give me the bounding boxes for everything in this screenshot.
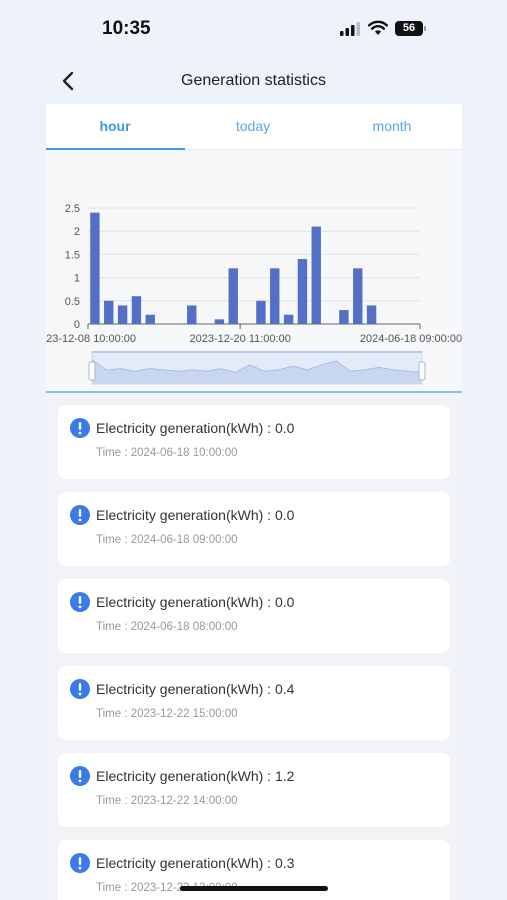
battery-level: 56 (395, 21, 423, 36)
chart-divider (46, 391, 462, 393)
y-tick-label: 0.5 (65, 296, 80, 308)
y-tick-label: 0 (74, 319, 80, 331)
record-time: Time : 2023-12-22 14:00:00 (96, 795, 238, 807)
info-icon (70, 766, 90, 786)
info-icon (70, 592, 90, 612)
record-label: Electricity generation(kWh) : 0.0 (96, 594, 295, 610)
list-item[interactable]: Electricity generation(kWh) : 0.0 Time :… (58, 579, 450, 653)
tab-month[interactable]: month (372, 118, 412, 134)
chart-bar (311, 226, 321, 324)
record-label: Electricity generation(kWh) : 0.0 (96, 420, 295, 436)
list-item[interactable]: Electricity generation(kWh) : 0.4 Time :… (58, 666, 450, 740)
record-label: Electricity generation(kWh) : 0.0 (96, 507, 295, 523)
x-tick-label: 2023-12-20 11:00:00 (190, 333, 291, 345)
list-item[interactable]: Electricity generation(kWh) : 0.3 Time :… (58, 840, 450, 900)
zoom-handle-left[interactable] (88, 361, 96, 381)
home-indicator (180, 886, 328, 891)
zoom-slider-top (92, 351, 422, 353)
chart-bar (104, 300, 114, 324)
info-icon (70, 853, 90, 873)
generation-chart: 0 0.5 1 1.5 2 2.5 023-12-08 10:00:00 2023-12-20… (40, 150, 462, 394)
nav-bar: Generation statistics (0, 58, 507, 104)
period-tabs: hour today month (46, 104, 462, 150)
info-icon (70, 418, 90, 438)
y-tick-label: 2 (74, 226, 80, 238)
zoom-handle-right[interactable] (418, 361, 426, 381)
record-time: Time : 2024-06-18 10:00:00 (96, 447, 238, 459)
page-title: Generation statistics (181, 72, 326, 89)
info-icon (70, 505, 90, 525)
record-time: Time : 2024-06-18 08:00:00 (96, 621, 238, 633)
chart-bar (145, 314, 155, 324)
chart-bar (270, 268, 280, 324)
record-time: Time : 2024-06-18 09:00:00 (96, 534, 238, 546)
info-icon (70, 679, 90, 699)
wifi-icon (368, 20, 388, 35)
record-label: Electricity generation(kWh) : 1.2 (96, 768, 295, 784)
x-tick-label: 2024-06-18 09:00:00 (360, 333, 462, 345)
y-tick-label: 1.5 (65, 249, 80, 261)
chart-card: hour today month 0 0.5 1 1.5 2 2.5 023-12-08 1… (40, 104, 462, 394)
chevron-left-icon[interactable] (56, 68, 82, 94)
chart-bar (353, 268, 363, 324)
list-item[interactable]: Electricity generation(kWh) : 1.2 Time :… (58, 753, 450, 827)
status-time: 10:35 (102, 18, 151, 39)
battery-icon: 56 (395, 21, 427, 36)
chart-bar (339, 310, 349, 324)
tab-hour[interactable]: hour (99, 118, 131, 134)
record-time: Time : 2023-12-22 15:00:00 (96, 708, 238, 720)
bar-chart-svg: 0 0.5 1 1.5 2 2.5 023-12-08 10:00:00 2023-12-20… (40, 203, 462, 385)
records-list: Electricity generation(kWh) : 0.0 Time :… (46, 393, 462, 900)
y-tick-label: 1 (74, 273, 80, 285)
record-label: Electricity generation(kWh) : 0.3 (96, 855, 295, 871)
zoom-overview-area (92, 359, 422, 384)
active-tab-indicator (46, 148, 185, 150)
record-time: Time : 2023-12-22 13:00:00 (96, 882, 238, 894)
chart-bar (187, 305, 197, 324)
tab-today[interactable]: today (235, 118, 271, 134)
chart-bar (117, 305, 128, 324)
zoom-overview-line (91, 359, 423, 374)
chart-bar (366, 305, 377, 324)
chart-bar (256, 300, 266, 324)
y-tick-label: 2.5 (65, 203, 80, 215)
chart-bar (297, 259, 308, 324)
list-item[interactable]: Electricity generation(kWh) : 0.0 Time :… (58, 492, 450, 566)
status-bar: 10:35 56 (0, 0, 507, 58)
list-item[interactable]: Electricity generation(kWh) : 0.0 Time :… (58, 405, 450, 479)
chart-bar (228, 268, 238, 324)
chart-bar (283, 314, 294, 324)
cellular-signal-icon (340, 22, 360, 36)
chart-bar (214, 319, 225, 324)
record-label: Electricity generation(kWh) : 0.4 (96, 681, 295, 697)
chart-bar (131, 296, 142, 324)
chart-bar (90, 212, 100, 324)
x-tick-label: 023-12-08 10:00:00 (46, 333, 136, 345)
